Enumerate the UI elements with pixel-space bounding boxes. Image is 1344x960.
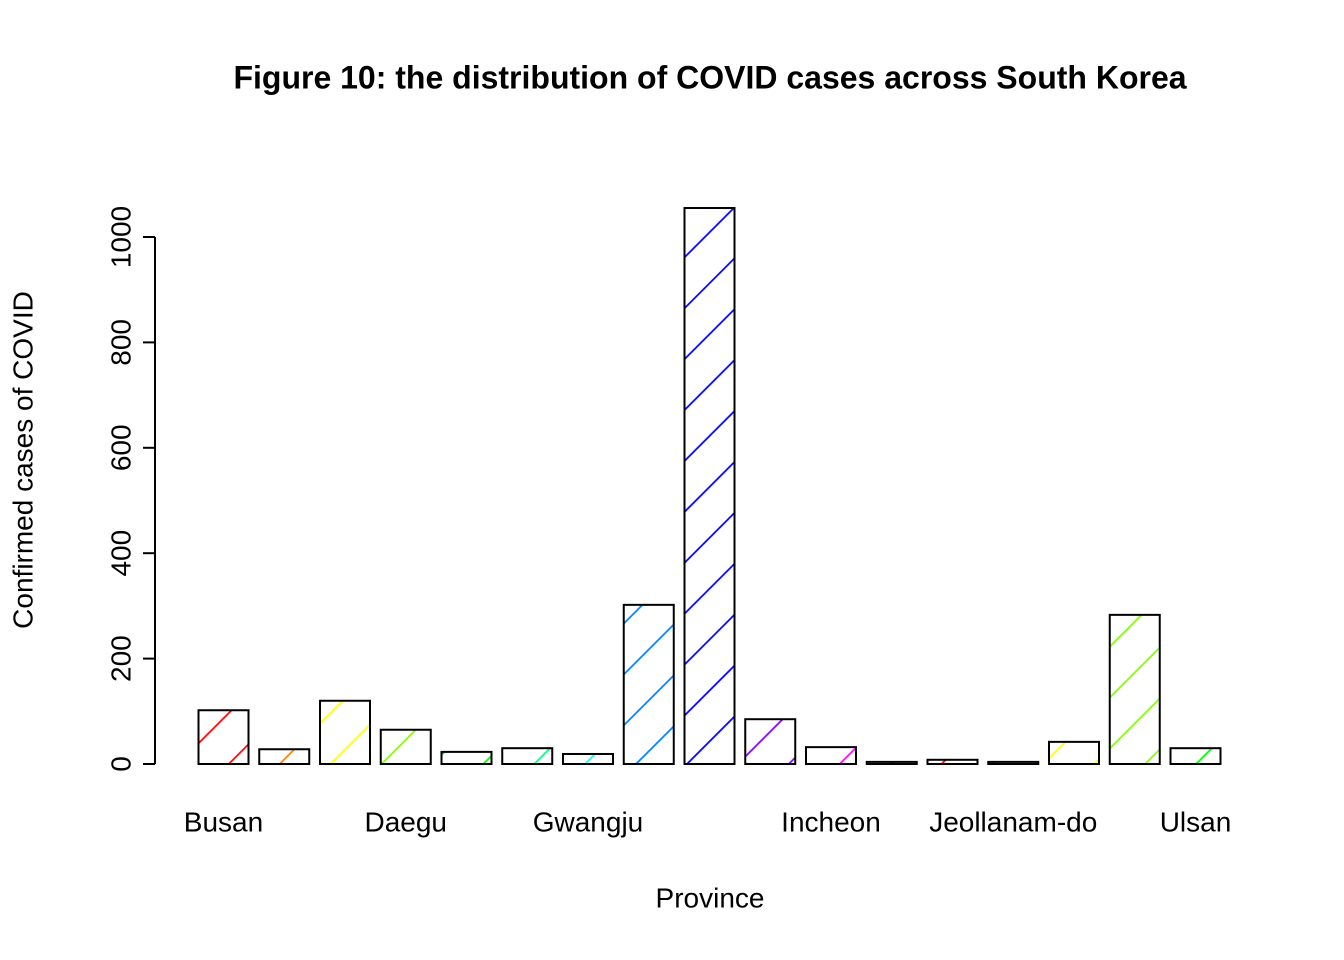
bar: [562, 752, 614, 765]
bar: [1048, 740, 1100, 766]
x-tick-label: Ulsan: [1160, 806, 1232, 837]
bar: [258, 748, 311, 766]
bar: [319, 699, 371, 766]
x-axis-label: Province: [656, 882, 765, 913]
bar: [926, 758, 979, 765]
x-tick-label: Busan: [184, 806, 263, 837]
x-tick-label: Incheon: [781, 806, 881, 837]
bar: [805, 746, 857, 765]
bar: [622, 603, 675, 766]
chart-title: Figure 10: the distribution of COVID cas…: [233, 59, 1186, 95]
y-tick-label: 800: [105, 319, 136, 366]
y-tick-label: 600: [105, 424, 136, 471]
x-tick-label: Gwangju: [533, 806, 644, 837]
bar: [1169, 747, 1222, 766]
bar: [1108, 613, 1161, 766]
bar: [379, 728, 432, 765]
bar: [501, 747, 554, 766]
bar: [197, 709, 250, 765]
bar: [744, 718, 797, 766]
bar: [865, 760, 918, 766]
y-axis-label: Confirmed cases of COVID: [7, 291, 38, 629]
y-tick-label: 400: [105, 530, 136, 577]
y-tick-label: 200: [105, 635, 136, 682]
y-tick-label: 1000: [105, 206, 136, 268]
bar: [440, 750, 493, 766]
x-tick-label: Jeollanam-do: [929, 806, 1097, 837]
y-tick-label: 0: [105, 756, 136, 772]
x-tick-label: Daegu: [364, 806, 447, 837]
bar: [987, 760, 1040, 766]
bar: [683, 207, 736, 765]
